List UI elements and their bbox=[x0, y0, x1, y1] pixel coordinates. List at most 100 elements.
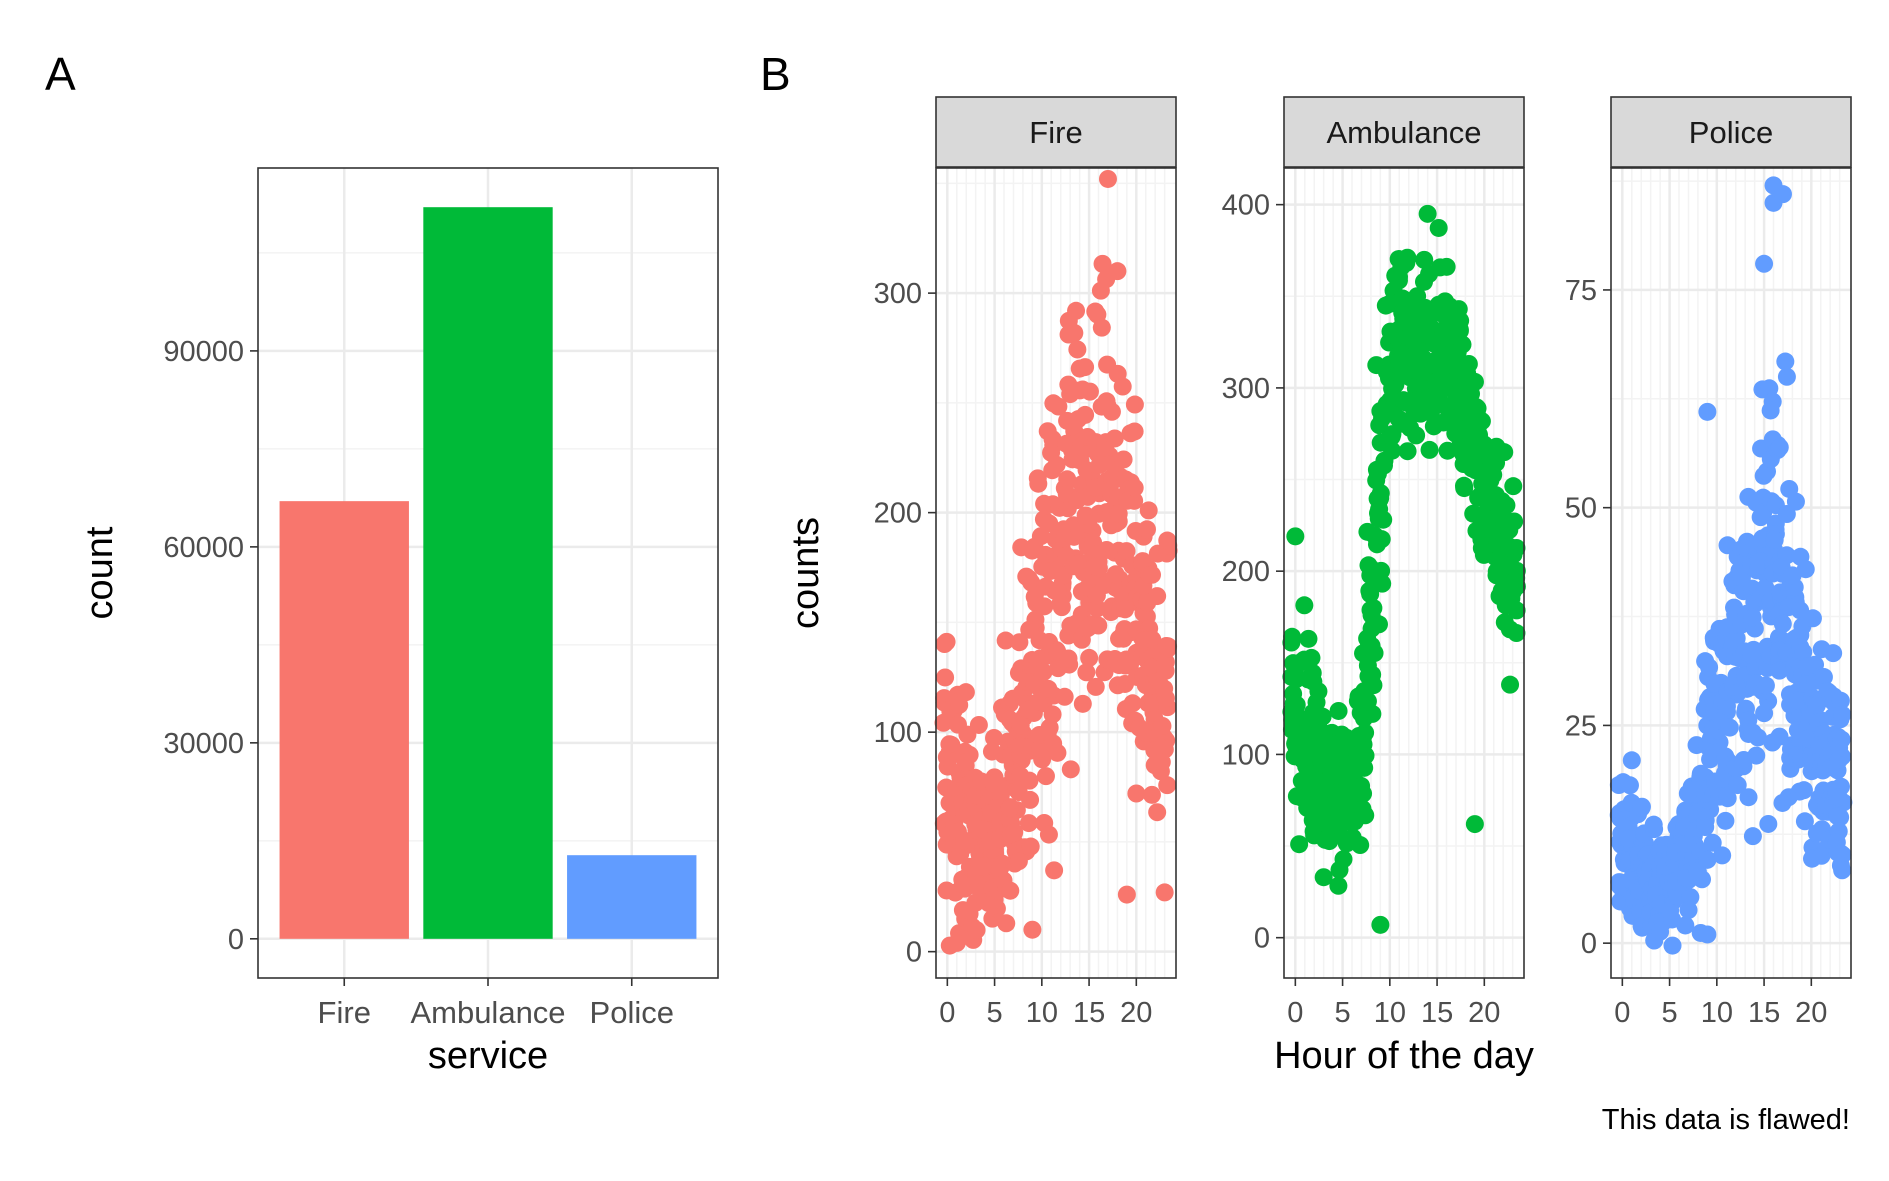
panel-a-tag: A bbox=[45, 48, 76, 100]
data-point bbox=[1152, 738, 1171, 757]
data-point bbox=[1369, 504, 1388, 523]
data-point bbox=[1622, 751, 1641, 770]
data-point-outlier bbox=[1418, 204, 1437, 223]
data-point bbox=[1036, 767, 1055, 786]
data-point bbox=[936, 668, 955, 687]
data-point bbox=[1010, 633, 1029, 652]
data-point-outlier bbox=[1314, 868, 1333, 887]
data-point bbox=[1495, 443, 1514, 462]
data-point bbox=[1059, 325, 1078, 344]
data-point-outlier bbox=[1371, 915, 1390, 934]
plot-frame bbox=[1610, 167, 1852, 979]
data-point bbox=[1069, 554, 1088, 573]
panel-a-bar-chart: 0 30000 60000 90000 Fire Ambulance Police servi… bbox=[79, 167, 719, 1077]
data-point bbox=[1705, 674, 1724, 693]
data-point bbox=[1679, 901, 1698, 920]
data-point bbox=[1021, 790, 1040, 809]
y-tick-label: 100 bbox=[1222, 739, 1270, 771]
y-tick-label: 100 bbox=[874, 717, 922, 749]
bar-fire bbox=[279, 501, 409, 939]
data-point-outlier bbox=[1698, 402, 1717, 421]
data-point bbox=[1831, 691, 1850, 710]
data-point bbox=[1770, 661, 1789, 680]
data-point bbox=[1021, 837, 1040, 856]
data-point bbox=[1077, 663, 1096, 682]
data-point bbox=[1030, 692, 1049, 711]
y-tick-label: 25 bbox=[1565, 710, 1597, 742]
data-point bbox=[1116, 600, 1135, 619]
data-point bbox=[1465, 372, 1484, 391]
data-point bbox=[956, 683, 975, 702]
facet-strip-label: Ambulance bbox=[1326, 115, 1481, 150]
data-point bbox=[1467, 398, 1486, 417]
data-point bbox=[1307, 693, 1326, 712]
x-tick-label: 0 bbox=[1287, 997, 1303, 1029]
y-tick-label: 200 bbox=[1222, 556, 1270, 588]
data-point bbox=[1035, 597, 1054, 616]
data-point bbox=[1142, 785, 1161, 804]
data-point bbox=[1125, 491, 1144, 510]
facet-strip bbox=[935, 96, 1177, 168]
bar-police bbox=[567, 855, 697, 939]
data-point bbox=[1086, 302, 1105, 321]
data-point bbox=[1829, 788, 1848, 807]
data-point bbox=[1374, 456, 1393, 475]
data-point bbox=[1355, 758, 1374, 777]
data-point bbox=[1398, 442, 1417, 461]
data-point bbox=[1364, 599, 1383, 618]
data-point bbox=[1770, 438, 1789, 457]
data-point bbox=[1080, 648, 1099, 667]
data-point bbox=[1076, 358, 1095, 377]
data-point bbox=[1356, 723, 1375, 742]
data-point bbox=[1097, 392, 1116, 411]
data-point bbox=[1720, 718, 1739, 737]
data-point bbox=[1059, 649, 1078, 668]
data-point-outlier bbox=[1755, 254, 1774, 273]
data-point bbox=[1068, 340, 1087, 359]
data-point bbox=[1143, 565, 1162, 584]
data-point bbox=[1828, 807, 1847, 826]
data-point bbox=[1039, 679, 1058, 698]
facet-strip bbox=[1283, 96, 1525, 168]
data-point bbox=[1299, 629, 1318, 648]
x-tick-label: 5 bbox=[987, 997, 1003, 1029]
x-tick-label: 15 bbox=[1073, 997, 1105, 1029]
data-point bbox=[935, 634, 954, 653]
data-point bbox=[1303, 663, 1322, 682]
data-point bbox=[1504, 477, 1523, 496]
y-tick-label: 60000 bbox=[163, 532, 244, 564]
data-point bbox=[1824, 644, 1843, 663]
data-point bbox=[1759, 814, 1778, 833]
data-point bbox=[1148, 803, 1167, 822]
data-point bbox=[1367, 535, 1386, 554]
data-point bbox=[1500, 620, 1519, 639]
data-point bbox=[1329, 701, 1348, 720]
data-point bbox=[1000, 799, 1019, 818]
data-point bbox=[1105, 429, 1124, 448]
data-point bbox=[1155, 679, 1174, 698]
data-point bbox=[1086, 677, 1105, 696]
y-tick-label: 90000 bbox=[163, 336, 244, 368]
data-point bbox=[1796, 560, 1815, 579]
data-point bbox=[953, 875, 972, 894]
data-point bbox=[1620, 776, 1639, 795]
data-point bbox=[1429, 218, 1448, 237]
data-point bbox=[1282, 633, 1301, 652]
data-point bbox=[1076, 506, 1095, 525]
data-point bbox=[1832, 844, 1851, 863]
data-point bbox=[1137, 520, 1156, 539]
data-point bbox=[1492, 498, 1511, 517]
data-point bbox=[1644, 815, 1663, 834]
facet-strip-label: Police bbox=[1689, 115, 1773, 150]
data-point bbox=[1742, 645, 1761, 664]
x-tick-label: 0 bbox=[939, 997, 955, 1029]
x-tick-label: 0 bbox=[1614, 997, 1630, 1029]
data-point bbox=[1420, 440, 1439, 459]
y-tick-label: 400 bbox=[1222, 190, 1270, 222]
data-point bbox=[1153, 716, 1172, 735]
data-point bbox=[1500, 537, 1519, 556]
data-point bbox=[1415, 250, 1434, 269]
data-point bbox=[1777, 367, 1796, 386]
